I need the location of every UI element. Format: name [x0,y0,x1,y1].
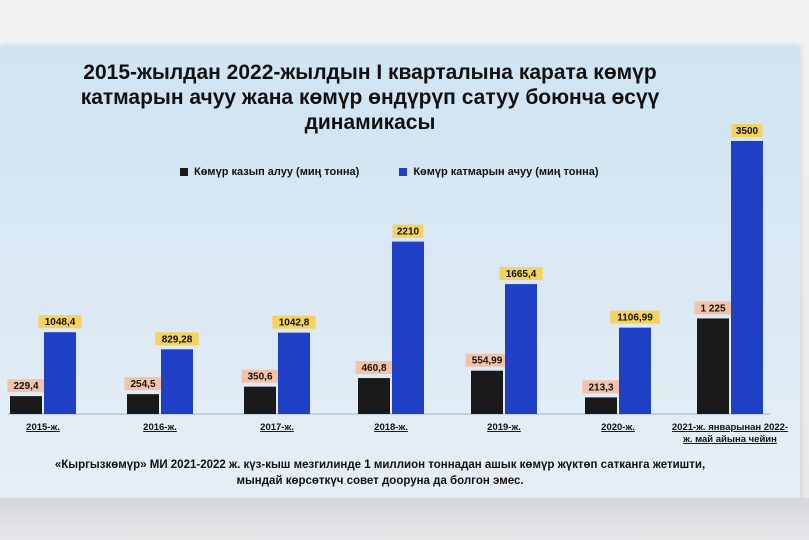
category-label-4: 2019-ж. [487,422,521,433]
data-label-coal-mining-2: 350,6 [247,372,272,383]
data-label-bg-coal-mining-1 [124,377,162,391]
legend-item-coal-mining: Көмүр казып алуу (миң тонна) [180,166,359,178]
chart-footnote: «Кыргызкөмүр» МИ 2021-2022 ж. күз-кыш ме… [30,457,730,489]
legend-label-coal-mining: Көмүр казып алуу (миң тонна) [194,166,360,178]
data-label-bg-coal-mining-4 [465,353,509,367]
data-label-bg-coal-mining-5 [582,380,620,394]
data-label-coal-mining-0: 229,4 [13,381,38,392]
data-label-coal-mining-1: 254,5 [130,379,155,390]
bar-layer-opening-2 [278,332,310,414]
data-label-bg-coal-mining-6 [694,301,732,315]
data-label-layer-opening-6: 3500 [736,126,759,137]
data-label-bg-layer-opening-5 [610,310,660,324]
data-label-coal-mining-3: 460,8 [361,363,386,374]
data-label-bg-layer-opening-1 [155,332,199,346]
category-label-3: 2018-ж. [374,422,408,433]
category-label-6-line-0: 2021-ж. январынан 2022- [672,422,788,433]
chart-title: 2015-жылдан 2022-жылдын I кварталына кар… [80,61,660,134]
data-label-layer-opening-1: 829,28 [162,334,193,345]
legend-swatch-coal-mining [180,168,188,176]
bar-coal-mining-0 [10,396,42,414]
bar-layer-opening-1 [161,349,193,414]
poster-bottom-edge [0,498,809,540]
data-label-bg-layer-opening-3 [392,224,424,238]
data-label-bg-layer-opening-6 [731,124,763,137]
data-label-layer-opening-4: 1665,4 [506,269,537,280]
data-label-layer-opening-2: 1042,8 [279,318,310,329]
footnote-line-1: «Кыргызкөмүр» МИ 2021-2022 ж. күз-кыш ме… [54,459,706,471]
data-label-coal-mining-5: 213,3 [588,382,613,393]
data-label-bg-layer-opening-4 [499,267,543,281]
category-label-6-line-1: ж. май айына чейин [682,434,777,445]
bar-coal-mining-2 [244,386,276,414]
bar-coal-mining-1 [127,394,159,414]
data-label-bg-layer-opening-2 [272,315,316,329]
bar-layer-opening-3 [392,241,424,414]
data-label-layer-opening-0: 1048,4 [45,317,76,328]
category-label-2: 2017-ж. [260,422,294,433]
data-label-coal-mining-6: 1 225 [700,303,725,314]
chart-legend: Көмүр казып алуу (миң тонна) Көмүр катма… [180,166,599,178]
bar-coal-mining-5 [585,397,617,414]
data-label-coal-mining-4: 554,99 [472,356,503,367]
category-label-1: 2016-ж. [143,422,177,433]
bar-coal-mining-6 [697,318,729,414]
legend-item-layer-opening: Көмүр катмарын ачуу (миң тонна) [399,166,599,178]
bar-layer-opening-4 [505,284,537,414]
footnote-line-2: мындай көрсөткүч совет дооруна да болгон… [236,475,524,487]
data-label-bg-coal-mining-0 [7,379,45,393]
data-label-bg-coal-mining-2 [241,369,279,383]
bar-coal-mining-4 [471,370,503,414]
data-label-bg-layer-opening-0 [38,315,82,329]
category-label-5: 2020-ж. [601,422,635,433]
data-label-layer-opening-5: 1106,99 [617,313,653,324]
data-label-bg-coal-mining-3 [355,361,393,375]
category-label-0: 2015-ж. [26,422,60,433]
bar-coal-mining-3 [358,378,390,414]
bar-layer-opening-6 [731,141,763,414]
legend-swatch-layer-opening [399,168,408,176]
bar-layer-opening-5 [619,327,651,414]
bar-layer-opening-0 [44,332,76,414]
legend-label-layer-opening: Көмүр катмарын ачуу (миң тонна) [413,166,599,178]
data-label-layer-opening-3: 2210 [397,227,420,238]
